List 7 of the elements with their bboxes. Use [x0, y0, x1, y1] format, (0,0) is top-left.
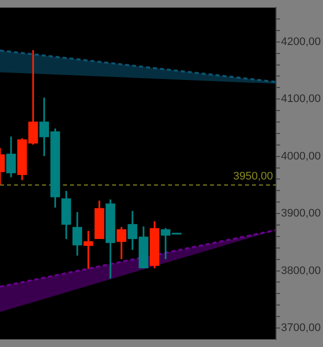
- y-tick-label: 3900,00: [281, 208, 321, 220]
- y-tick-label: 3800,00: [281, 264, 321, 277]
- ref-line-label: 3950,00: [233, 170, 273, 182]
- y-tick-label: 4200,00: [281, 36, 321, 48]
- y-tick-label: 3700,00: [281, 322, 321, 334]
- y-tick-label: 4000,00: [281, 150, 321, 162]
- y-tick-label: 4100,00: [281, 93, 321, 106]
